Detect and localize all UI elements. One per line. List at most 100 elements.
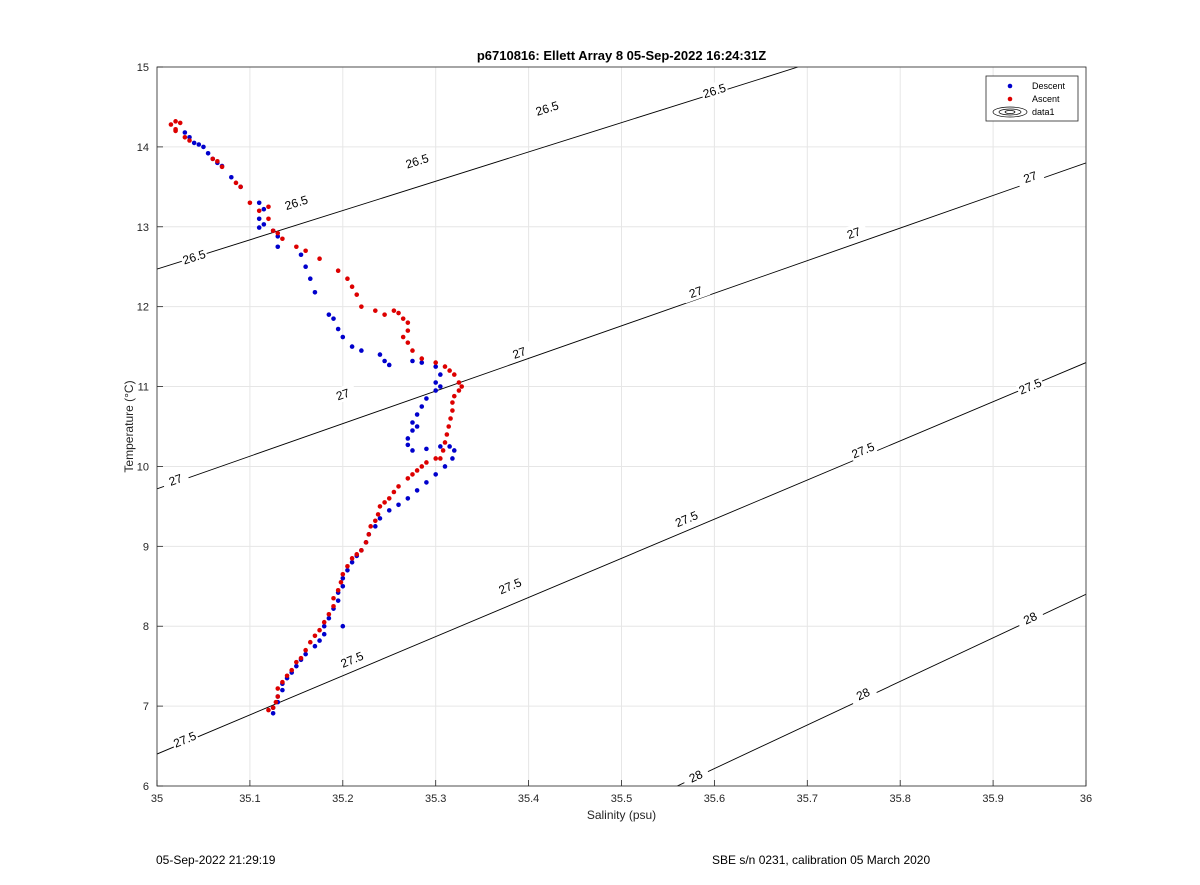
contour-label-bg xyxy=(671,506,702,531)
y-tick-label: 8 xyxy=(143,621,149,633)
contour-label: 27 xyxy=(511,344,529,362)
ascent-point xyxy=(280,236,285,242)
contour-label-bg xyxy=(699,79,729,102)
chart-title: p6710816: Ellett Array 8 05-Sep-2022 16:… xyxy=(477,48,766,63)
ascent-point xyxy=(266,216,271,222)
descent-point xyxy=(321,623,327,629)
x-tick-label: 35.5 xyxy=(611,793,632,805)
ascent-point xyxy=(303,647,308,653)
footer-calibration: SBE s/n 0231, calibration 05 March 2020 xyxy=(712,853,931,867)
descent-point xyxy=(424,396,429,401)
ascent-point xyxy=(456,380,462,385)
contour-label-bg xyxy=(337,647,367,672)
y-tick-label: 7 xyxy=(143,701,149,713)
ascent-point xyxy=(349,284,355,289)
descent-point xyxy=(442,464,448,469)
descent-point xyxy=(405,436,411,441)
contour-label-group: 27 xyxy=(1015,165,1045,189)
contour-label: 27 xyxy=(845,224,863,242)
ascent-point xyxy=(391,308,397,313)
descent-point xyxy=(433,364,439,369)
ascent-point xyxy=(215,158,220,164)
contour-label-group: 26.5 xyxy=(179,245,209,268)
descent-point xyxy=(410,448,415,453)
ascent-point xyxy=(446,424,452,429)
ascent-point xyxy=(396,310,401,316)
descent-point xyxy=(419,404,425,409)
ascent-point xyxy=(444,432,450,437)
contour-label-bg xyxy=(847,681,878,706)
ascent-point xyxy=(345,564,350,569)
descent-point xyxy=(359,348,364,353)
descent-point xyxy=(326,615,332,621)
ascent-point xyxy=(331,603,336,609)
descent-point xyxy=(294,663,299,669)
x-tick-label: 35.6 xyxy=(704,793,725,805)
descent-point xyxy=(205,150,211,156)
ascent-point xyxy=(275,230,281,236)
axis-ticks: 35 35.1 35.2 35.3 35.4 35.5 35.6 35.7 35.8 35.9 36… xyxy=(137,62,1092,805)
ascent-point xyxy=(233,180,239,186)
ascent-point xyxy=(405,328,411,333)
descent-point xyxy=(261,206,267,212)
y-tick-label: 13 xyxy=(137,222,149,234)
ascent-point xyxy=(270,705,276,711)
ascent-point xyxy=(433,456,439,461)
ascent-point xyxy=(391,489,397,495)
x-tick-label: 35.7 xyxy=(797,793,818,805)
ascent-point xyxy=(405,476,411,481)
series-ascent xyxy=(168,119,465,713)
ascent-point xyxy=(321,619,327,625)
ascent-point xyxy=(340,571,346,577)
ascent-point xyxy=(450,408,455,413)
ascent-point xyxy=(419,464,425,469)
ascent-point xyxy=(354,552,360,557)
contour-label-group: 28 xyxy=(847,681,878,706)
descent-point xyxy=(414,424,420,429)
y-tick-label: 15 xyxy=(137,62,149,74)
descent-point xyxy=(438,372,443,377)
descent-point xyxy=(270,711,276,716)
y-tick-label: 9 xyxy=(143,541,149,553)
y-tick-label: 12 xyxy=(137,302,149,314)
descent-point xyxy=(312,289,318,295)
ascent-point xyxy=(368,524,373,529)
ascent-point xyxy=(405,340,411,345)
x-tick-label: 35.4 xyxy=(518,793,539,805)
contour-label-bg xyxy=(847,438,878,462)
descent-point xyxy=(433,472,439,477)
contour-label: 28 xyxy=(1021,609,1039,627)
ascent-point xyxy=(256,208,262,214)
ascent-point xyxy=(419,356,425,361)
descent-point xyxy=(386,362,392,368)
x-axis-label: Salinity (psu) xyxy=(587,808,656,822)
ascent-point xyxy=(298,655,304,661)
y-tick-label: 6 xyxy=(143,781,149,793)
descent-point xyxy=(256,216,262,222)
ascent-point xyxy=(331,595,336,601)
contour-label-bg xyxy=(532,97,562,120)
ascent-point xyxy=(187,138,192,143)
contour-label-bg xyxy=(179,245,209,268)
ascent-point xyxy=(382,312,387,317)
ascent-point xyxy=(359,304,364,309)
contour-label-group: 28 xyxy=(1015,605,1046,631)
footer-timestamp: 05-Sep-2022 21:29:19 xyxy=(156,853,276,867)
descent-point xyxy=(410,428,415,433)
ascent-point xyxy=(275,686,281,691)
descent-point xyxy=(405,496,411,501)
ascent-point xyxy=(349,556,355,561)
ascent-point xyxy=(307,639,313,645)
ascent-point xyxy=(459,384,465,389)
descent-point xyxy=(340,583,346,589)
descent-point xyxy=(182,130,188,135)
descent-point xyxy=(261,222,267,227)
contour-label-bg xyxy=(402,149,432,172)
ascent-point xyxy=(382,500,387,505)
contour-label: 27 xyxy=(1022,168,1040,186)
ascent-point xyxy=(289,667,295,673)
descent-point xyxy=(275,234,281,239)
descent-point xyxy=(433,388,439,393)
descent-point xyxy=(386,508,392,513)
y-tick-label: 10 xyxy=(137,461,149,473)
